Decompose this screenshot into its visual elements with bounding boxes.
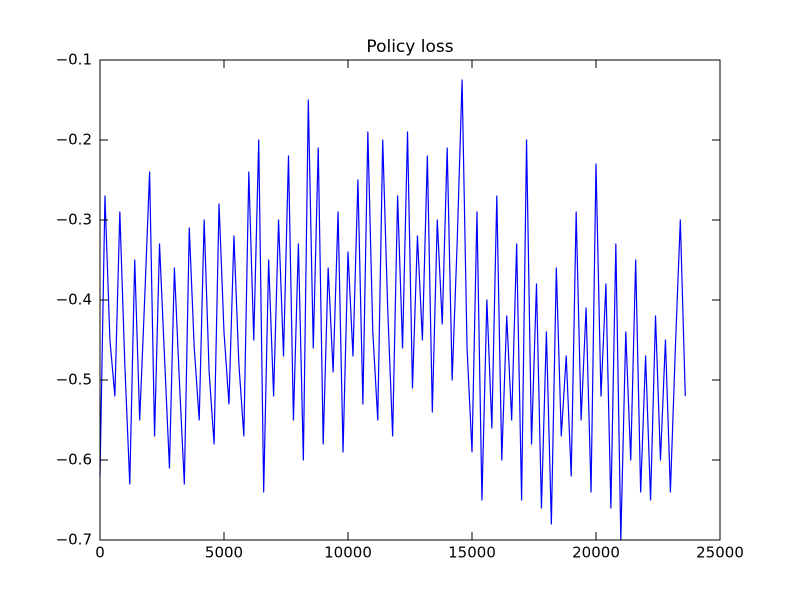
y-tick-label: −0.1: [56, 51, 92, 69]
x-tick-label: 20000: [572, 544, 620, 562]
y-tick-label: −0.5: [56, 371, 92, 389]
x-tick-label: 0: [95, 544, 105, 562]
y-tick-label: −0.7: [56, 531, 92, 549]
line-series: [99, 79, 686, 541]
x-tick-label: 5000: [205, 544, 243, 562]
chart-title: Policy loss: [366, 37, 453, 57]
x-tick-label: 10000: [324, 544, 372, 562]
y-tick-label: −0.2: [56, 131, 92, 149]
x-tick-label: 25000: [696, 544, 744, 562]
y-tick-label: −0.3: [56, 211, 92, 229]
y-tick-label: −0.4: [56, 291, 92, 309]
y-tick-label: −0.6: [56, 451, 92, 469]
x-tick-label: 15000: [448, 544, 496, 562]
